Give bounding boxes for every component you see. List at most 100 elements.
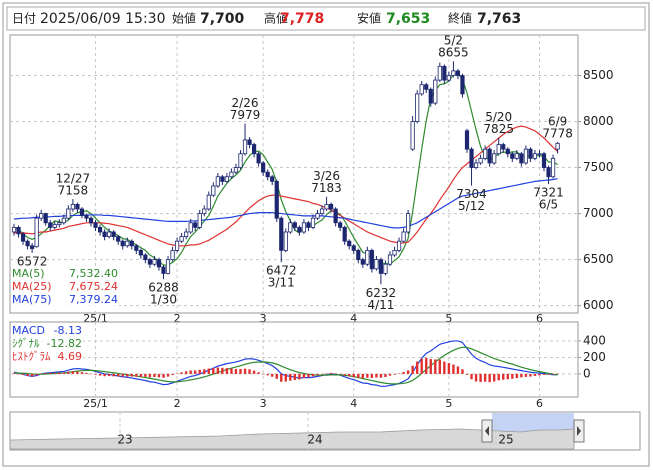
candle-body	[292, 222, 297, 228]
histogram-bar	[116, 373, 120, 377]
candle-body	[424, 84, 429, 90]
annotation-value: 8655	[438, 46, 469, 60]
histogram-bar	[474, 373, 478, 382]
histogram-bar	[479, 373, 482, 382]
candle-body	[356, 250, 361, 261]
histogram-bar	[12, 373, 16, 374]
legend-name: ｼｸﾞﾅﾙ	[12, 337, 40, 350]
histogram-bar	[67, 371, 70, 374]
x-tick-label: 4	[350, 397, 357, 410]
x-tick-label: 2	[174, 397, 181, 410]
annotation-value: 6232	[366, 286, 397, 300]
histogram-bar	[271, 373, 274, 377]
candle-body	[387, 254, 393, 265]
legend-name: MACD	[12, 324, 45, 337]
annotation-date: 3/11	[268, 276, 295, 290]
histogram-bar	[39, 373, 43, 375]
annotation-date: 5/12	[458, 199, 485, 213]
candle-body	[433, 79, 438, 104]
candle-body	[152, 259, 157, 265]
candle-body	[229, 171, 234, 178]
histogram-bar	[515, 373, 519, 379]
histogram-bar	[298, 373, 301, 380]
candle-body	[233, 167, 239, 173]
histogram-bar	[497, 373, 500, 381]
histogram-bar	[483, 373, 487, 382]
histogram-bar	[153, 373, 156, 377]
histogram-bar	[343, 373, 346, 376]
candle-body	[501, 144, 506, 150]
legend-value: 7,532.40	[69, 267, 118, 280]
histogram-bar	[456, 366, 460, 374]
candle-body	[25, 240, 30, 247]
candle-body	[464, 130, 470, 150]
candle-body	[492, 153, 497, 164]
date-label: 日付	[12, 12, 36, 26]
legend-name: MA(75)	[12, 293, 52, 306]
candle-body	[156, 259, 162, 268]
navigator-area	[9, 428, 575, 450]
candle-body	[57, 222, 62, 226]
candle-body	[469, 148, 474, 168]
candle-body	[179, 236, 184, 242]
histogram-bar	[26, 373, 29, 376]
y-tick-label: 7500	[583, 160, 614, 174]
candle-body	[34, 217, 39, 248]
candle-body	[347, 240, 352, 247]
navigator-label: 24	[307, 433, 322, 447]
legend-value: 7,675.24	[69, 280, 118, 293]
candle-body	[107, 231, 112, 237]
candle-body	[496, 144, 501, 155]
histogram-bar	[135, 373, 138, 377]
histogram-bar	[17, 373, 20, 375]
histogram-bar	[162, 373, 165, 378]
legend-name: MA(5)	[12, 267, 45, 280]
histogram-bar	[393, 373, 396, 375]
x-tick-label: 6	[536, 312, 543, 325]
candle-body	[111, 231, 116, 237]
histogram-bar	[520, 373, 523, 378]
candle-body	[120, 240, 125, 247]
candle-body	[288, 222, 293, 233]
candle-body	[415, 93, 420, 122]
candle-body	[97, 226, 103, 233]
plot	[11, 61, 560, 285]
x-tick-label: 5	[445, 397, 452, 410]
histogram-bar	[112, 373, 115, 377]
y-tick-label: 6500	[583, 252, 614, 266]
candle-body	[283, 231, 288, 251]
histogram-bar	[275, 373, 278, 379]
histogram-bar	[230, 368, 233, 374]
candle-body	[66, 208, 71, 219]
histogram-bar	[49, 372, 52, 374]
histogram-bar	[502, 373, 505, 380]
histogram-bar	[375, 373, 378, 378]
candle-body	[487, 148, 492, 164]
candle-body	[301, 222, 307, 233]
histogram-bar	[180, 372, 183, 374]
histogram-bar	[284, 373, 287, 382]
candle-body	[238, 153, 243, 168]
histogram-bar	[492, 373, 496, 382]
histogram-bar	[261, 373, 265, 375]
annotation-value: 6472	[266, 264, 297, 278]
annotation-date: 3/26	[313, 169, 340, 183]
histogram-bar	[415, 361, 419, 374]
histogram-bar	[420, 358, 423, 374]
histogram-bar	[529, 373, 532, 377]
histogram-bar	[329, 372, 333, 374]
histogram-bar	[547, 373, 550, 375]
histogram-bar	[107, 373, 111, 377]
candle-body	[338, 222, 343, 228]
legend-value: -8.13	[54, 324, 82, 337]
candle-body	[428, 88, 433, 104]
annotation-value: 6572	[17, 254, 48, 268]
histogram-bar	[130, 373, 133, 377]
candle-body	[265, 171, 270, 178]
candle-body	[378, 259, 384, 274]
annotation-date: 4/11	[367, 298, 394, 312]
candle-body	[52, 224, 57, 228]
candle-body	[437, 65, 442, 81]
candle-body	[306, 222, 311, 228]
annotation-date: 12/27	[56, 172, 91, 186]
